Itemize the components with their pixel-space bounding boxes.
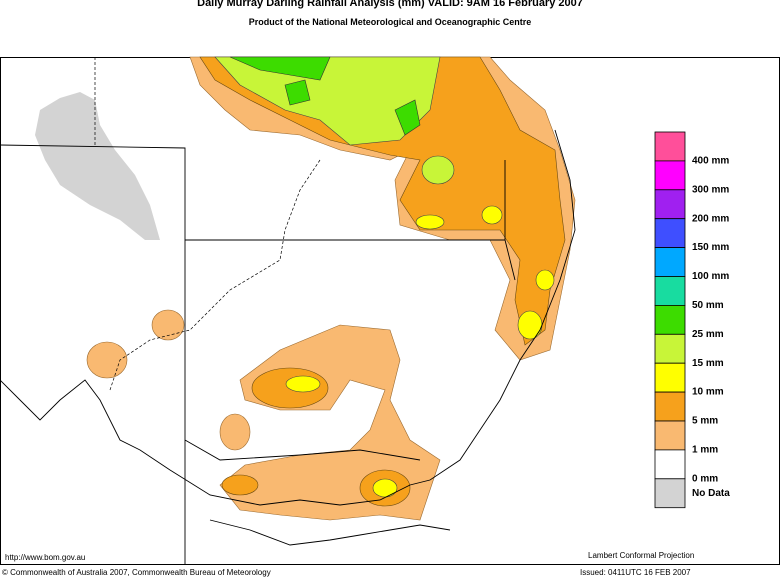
rain-1mm-sa: [86, 341, 128, 379]
rain-5mm-west: [221, 474, 259, 496]
source-url: http://www.bom.gov.au: [5, 553, 85, 562]
issued: Issued: 0411UTC 16 FEB 2007: [580, 568, 691, 577]
rain-15mm: [214, 56, 441, 146]
legend: 400 mm 300 mm 200 mm 150 mm 100 mm 50 mm 25 mm…: [654, 131, 730, 509]
legend-label: 100 mm: [692, 271, 729, 282]
legend-swatch: [654, 247, 686, 277]
coastline: [0, 129, 576, 506]
legend-swatch: [654, 362, 686, 393]
basin-boundary: [94, 57, 321, 391]
legend-label: 15 mm: [692, 358, 724, 369]
legend-swatch: [654, 218, 686, 248]
legend-swatch: [654, 420, 686, 451]
no-data-area: [35, 92, 160, 240]
rain-10mm-d: [517, 310, 543, 340]
rain-1mm-west: [219, 413, 251, 451]
copyright: © Commonwealth of Australia 2007, Common…: [2, 568, 271, 577]
rain-15mm-b: [421, 155, 455, 185]
legend-swatch: [654, 304, 686, 335]
state-borders: [0, 144, 516, 565]
legend-label: 150 mm: [692, 242, 729, 253]
map-subtitle: Product of the National Meteorological a…: [249, 17, 532, 27]
legend-swatch: [654, 160, 686, 191]
legend-swatch: [654, 449, 686, 480]
legend-swatch: [654, 189, 686, 220]
legend-label: 200 mm: [692, 213, 729, 224]
legend-label: No Data: [692, 488, 730, 499]
legend-label: 5 mm: [692, 416, 718, 427]
rain-10mm-south: [285, 375, 321, 393]
rain-25mm-c: [284, 79, 311, 106]
legend-swatch: [654, 391, 686, 422]
rain-10mm-vic: [372, 478, 398, 498]
rain-1mm-sa2: [151, 309, 185, 341]
rain-10mm: [415, 214, 445, 230]
legend-label: 300 mm: [692, 184, 729, 195]
legend-swatch: [654, 131, 686, 162]
coastline-south: [209, 519, 451, 546]
legend-label: 1 mm: [692, 445, 718, 456]
map-title: Daily Murray Darling Rainfall Analysis (…: [197, 0, 583, 9]
legend-label: 400 mm: [692, 156, 729, 167]
projection: Lambert Conformal Projection: [588, 551, 694, 560]
legend-label: 50 mm: [692, 300, 724, 311]
rain-10mm-c: [535, 269, 555, 291]
legend-label: 10 mm: [692, 387, 724, 398]
legend-swatch: [654, 478, 686, 509]
legend-swatch: [654, 276, 686, 306]
legend-label: 0 mm: [692, 473, 718, 484]
rain-5mm: [199, 56, 566, 346]
legend-swatch: [654, 333, 686, 364]
map-area: [0, 56, 576, 565]
rain-10mm-b: [481, 205, 503, 225]
legend-label: 25 mm: [692, 329, 724, 340]
rain-25mm-b: [394, 99, 421, 136]
rain-25mm: [229, 56, 331, 81]
